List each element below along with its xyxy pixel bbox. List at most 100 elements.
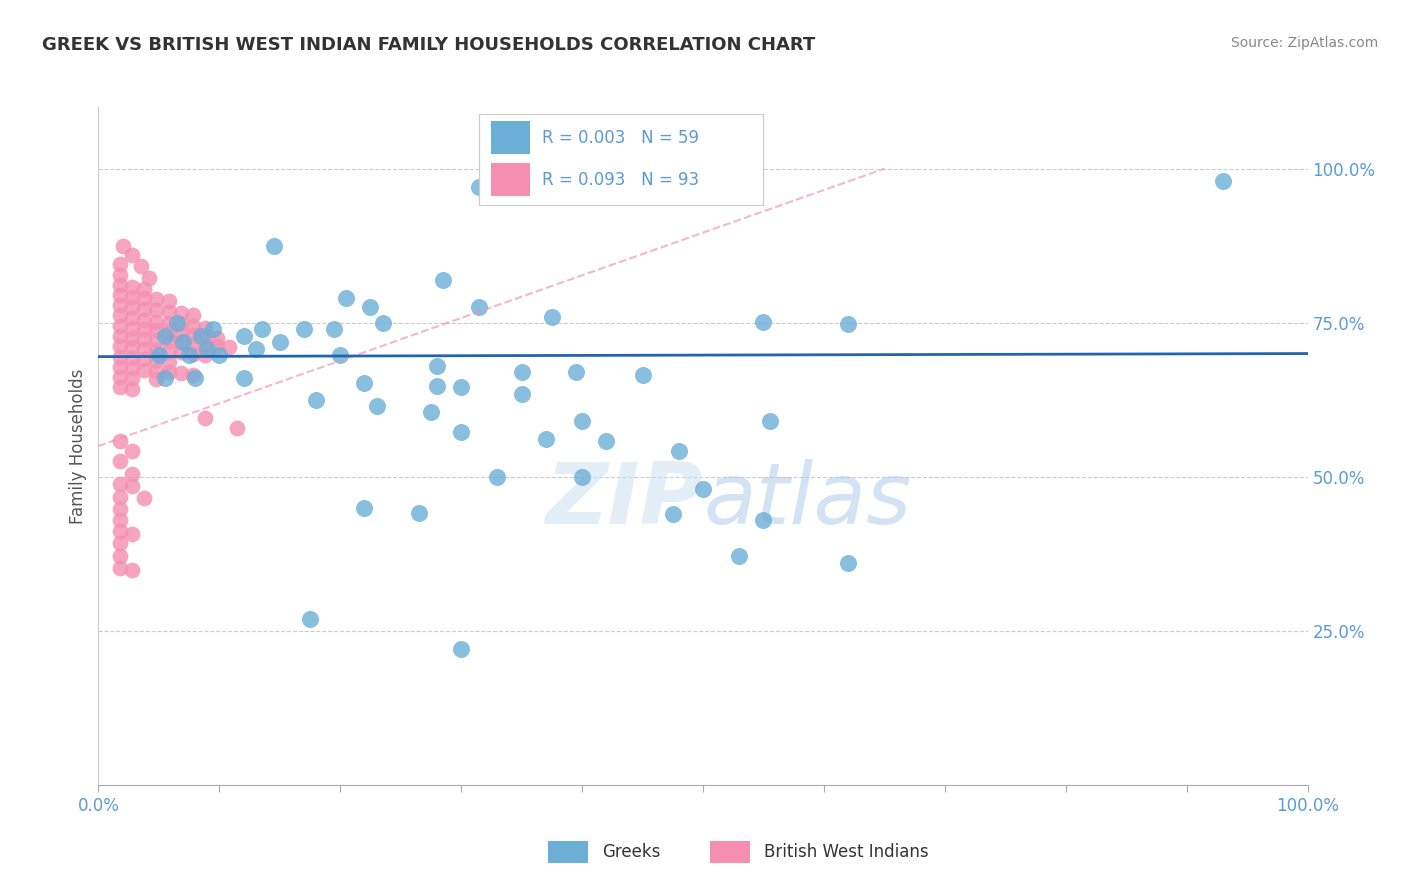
Point [134, 362, 156, 376]
Point [157, 334, 180, 349]
Point [181, 368, 204, 383]
Point [226, 420, 249, 434]
Point [335, 291, 357, 305]
Point [111, 238, 134, 252]
Point [134, 302, 156, 317]
Point [121, 301, 143, 315]
Point [468, 301, 491, 315]
Point [169, 326, 191, 341]
Point [108, 536, 131, 550]
Point [218, 340, 240, 354]
Point [571, 470, 593, 484]
Point [329, 348, 352, 362]
Point [134, 282, 156, 296]
Point [134, 332, 156, 346]
Point [108, 501, 131, 516]
Point [121, 467, 143, 481]
Point [752, 314, 775, 328]
Point [169, 317, 191, 331]
Point [166, 316, 188, 330]
Point [631, 368, 654, 383]
Point [837, 317, 859, 331]
Point [292, 322, 315, 336]
Point [179, 348, 201, 362]
Point [108, 298, 131, 312]
Point [108, 318, 131, 333]
Text: ZIP: ZIP [546, 458, 703, 541]
Point [108, 288, 131, 302]
Text: atlas: atlas [703, 458, 911, 541]
Point [408, 506, 430, 520]
Point [153, 329, 176, 343]
Point [263, 238, 285, 252]
Point [121, 564, 143, 578]
Point [108, 549, 131, 563]
Point [157, 325, 180, 339]
Point [305, 392, 328, 407]
Point [450, 380, 472, 394]
Point [108, 477, 131, 491]
Point [299, 611, 322, 625]
Point [205, 339, 228, 353]
Point [169, 335, 191, 350]
Point [134, 291, 156, 305]
Point [353, 376, 375, 391]
Point [129, 259, 152, 273]
Point [661, 507, 683, 521]
Point [371, 316, 394, 330]
Point [1212, 174, 1234, 188]
Point [145, 333, 167, 347]
Point [121, 382, 143, 396]
Point [169, 366, 191, 380]
Point [145, 372, 167, 386]
Point [121, 280, 143, 294]
Point [108, 490, 131, 504]
Point [366, 399, 388, 413]
Point [108, 454, 131, 468]
Point [134, 342, 156, 356]
Point [510, 386, 533, 401]
Point [108, 524, 131, 538]
Point [108, 434, 131, 448]
Point [121, 361, 143, 376]
Point [184, 371, 207, 385]
Bar [710, 840, 751, 863]
Point [194, 320, 217, 334]
Point [195, 342, 218, 356]
Point [250, 322, 273, 336]
Point [468, 180, 491, 194]
Point [121, 248, 143, 262]
Point [121, 330, 143, 344]
Point [108, 350, 131, 364]
Point [181, 318, 204, 333]
Point [595, 434, 617, 448]
Point [323, 322, 346, 336]
Point [194, 329, 217, 343]
Bar [548, 840, 588, 863]
Point [108, 329, 131, 343]
Point [169, 306, 191, 320]
Point [157, 354, 180, 368]
Point [145, 314, 167, 328]
Point [181, 328, 204, 343]
Point [172, 335, 194, 350]
Point [432, 272, 454, 286]
Point [145, 353, 167, 368]
Point [728, 549, 751, 563]
Point [194, 338, 217, 352]
Point [134, 491, 156, 506]
Point [108, 513, 131, 527]
Point [181, 346, 204, 360]
Point [121, 340, 143, 354]
Point [108, 257, 131, 271]
Point [486, 470, 509, 484]
Point [145, 343, 167, 357]
Point [108, 277, 131, 292]
Point [420, 405, 443, 419]
Point [360, 301, 382, 315]
Point [138, 271, 160, 285]
Point [426, 378, 449, 392]
Point [426, 359, 449, 373]
Point [145, 303, 167, 318]
Point [145, 323, 167, 337]
